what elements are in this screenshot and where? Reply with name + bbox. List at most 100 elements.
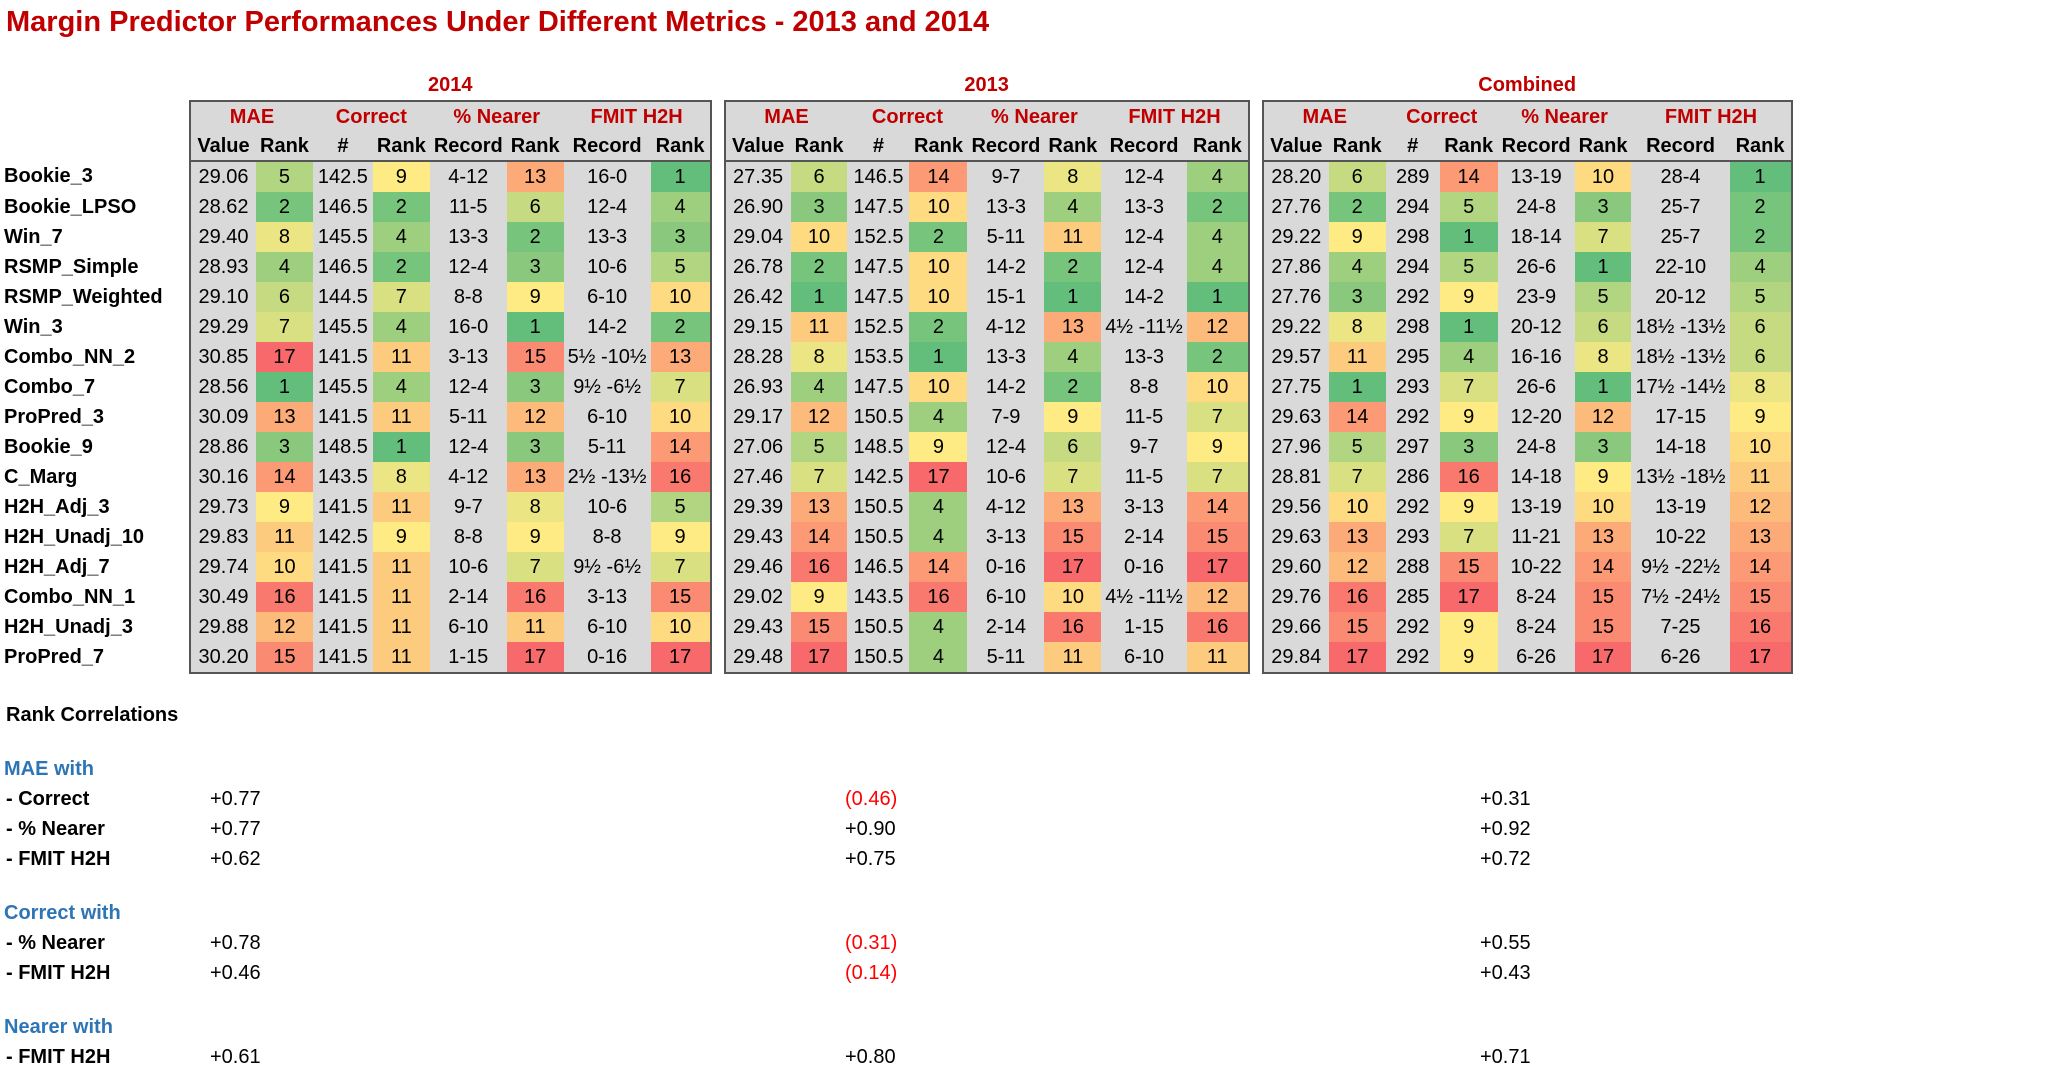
value-cell: 14-18	[1497, 462, 1575, 492]
rank-cell: 8	[1729, 372, 1793, 402]
rank-cell: 4	[1328, 252, 1386, 282]
value-cell: 292	[1385, 492, 1440, 522]
value-cell: 148.5	[312, 432, 373, 462]
rank-cell: 1	[1574, 372, 1632, 402]
predictor-name: H2H_Adj_7	[4, 555, 110, 578]
rank-cell: 4	[1044, 192, 1102, 222]
rank-cell: 15	[1574, 612, 1632, 642]
rank-cell: 1	[256, 372, 313, 402]
rank-cell: 8	[1328, 312, 1386, 342]
value-cell: 29.15	[723, 312, 791, 342]
value-cell: 27.76	[1261, 282, 1329, 312]
value-cell: 292	[1385, 642, 1440, 674]
value-cell: 3-13	[563, 582, 651, 612]
gap-cell	[1249, 132, 1263, 161]
value-cell: 9½ -22½	[1631, 552, 1730, 582]
gap-cell	[711, 161, 725, 192]
sub-header: Rank	[372, 132, 430, 162]
value-cell: 5-11	[967, 222, 1045, 252]
rank-cell: 2	[1729, 192, 1793, 222]
value-cell: 7-9	[967, 402, 1045, 432]
value-cell: 29.56	[1261, 492, 1329, 522]
value-cell: 29.66	[1261, 612, 1329, 642]
rank-cell: 11	[372, 402, 430, 432]
value-cell: 13-19	[1497, 492, 1575, 522]
correlation-value: +0.75	[845, 848, 896, 870]
value-cell: 142.5	[847, 462, 910, 492]
sub-header: #	[1385, 132, 1440, 162]
rank-cell: 1	[1729, 161, 1793, 192]
rank-cell: 16	[909, 582, 968, 612]
gap-cell	[711, 70, 725, 101]
predictor-name: ProPred_3	[4, 405, 105, 428]
gap-cell	[1249, 222, 1263, 252]
correlation-label: - FMIT H2H	[6, 962, 111, 984]
value-cell: 141.5	[312, 582, 373, 612]
value-cell: 285	[1385, 582, 1440, 612]
value-cell: 146.5	[312, 252, 373, 282]
gap-cell	[711, 282, 725, 312]
correlation-row	[0, 874, 2058, 898]
value-cell: 150.5	[847, 402, 910, 432]
value-cell: 28.81	[1261, 462, 1329, 492]
value-cell: 29.39	[723, 492, 791, 522]
value-cell: 0-16	[967, 552, 1045, 582]
rank-cell: 8	[790, 342, 848, 372]
rank-cell: 7	[256, 312, 313, 342]
rank-cell: 7	[1439, 372, 1498, 402]
rank-cell: 15	[1186, 522, 1250, 552]
value-cell: 29.57	[1261, 342, 1329, 372]
correlation-label: - Correct	[6, 788, 90, 810]
value-cell: 29.73	[189, 492, 256, 522]
gap-cell	[711, 462, 725, 492]
rank-cell: 14	[1574, 552, 1632, 582]
correlation-value: +0.31	[1480, 788, 1531, 810]
value-cell: 147.5	[847, 192, 910, 222]
sub-header: Record	[1497, 132, 1575, 162]
table-row: Win_7 29.40 8 145.5 4 13-3 2 13-3 3 29.04 10 152.5 2…	[0, 222, 1793, 252]
gap-cell	[1249, 552, 1263, 582]
rank-cell: 5	[650, 492, 712, 522]
value-cell: 146.5	[847, 552, 910, 582]
value-cell: 14-2	[563, 312, 651, 342]
value-cell: 29.63	[1261, 522, 1329, 552]
value-cell: 13-3	[967, 342, 1045, 372]
value-cell: 11-5	[1101, 462, 1187, 492]
gap-cell	[1249, 101, 1263, 132]
sub-header: Rank	[1186, 132, 1250, 162]
correlation-row: - FMIT H2H +0.62 +0.75 +0.72	[0, 844, 2058, 874]
rank-cell: 2	[1044, 252, 1102, 282]
sub-header: Rank	[1729, 132, 1793, 162]
rank-cell: 13	[1729, 522, 1793, 552]
rank-cell: 3	[1328, 282, 1386, 312]
rank-cell: 6	[506, 192, 564, 222]
gap-cell	[711, 552, 725, 582]
metric-header: MAE	[1261, 100, 1386, 132]
rank-cell: 3	[256, 432, 313, 462]
rank-cell: 11	[1044, 222, 1102, 252]
rank-cell: 16	[1328, 582, 1386, 612]
value-cell: 25-7	[1631, 222, 1730, 252]
value-cell: 26-6	[1497, 372, 1575, 402]
gap-cell	[711, 522, 725, 552]
rank-cell: 4	[909, 642, 968, 674]
rank-cell: 4	[1439, 342, 1498, 372]
value-cell: 29.02	[723, 582, 791, 612]
rank-cell: 8	[1574, 342, 1632, 372]
rank-cell: 16	[506, 582, 564, 612]
value-cell: 11-5	[1101, 402, 1187, 432]
rank-cell: 8	[256, 222, 313, 252]
value-cell: 150.5	[847, 492, 910, 522]
rank-cell: 10	[256, 552, 313, 582]
rank-cell: 11	[372, 582, 430, 612]
value-cell: 5½ -10½	[563, 342, 651, 372]
correlation-row: Correct with	[0, 898, 2058, 928]
rank-cell: 15	[1439, 552, 1498, 582]
rank-cell: 12	[506, 402, 564, 432]
value-cell: 13-3	[429, 222, 507, 252]
correlation-row: - FMIT H2H +0.46 (0.14) +0.43	[0, 958, 2058, 988]
value-cell: 29.43	[723, 612, 791, 642]
value-cell: 9-7	[1101, 432, 1187, 462]
rank-cell: 4	[909, 402, 968, 432]
value-cell: 4-12	[429, 462, 507, 492]
